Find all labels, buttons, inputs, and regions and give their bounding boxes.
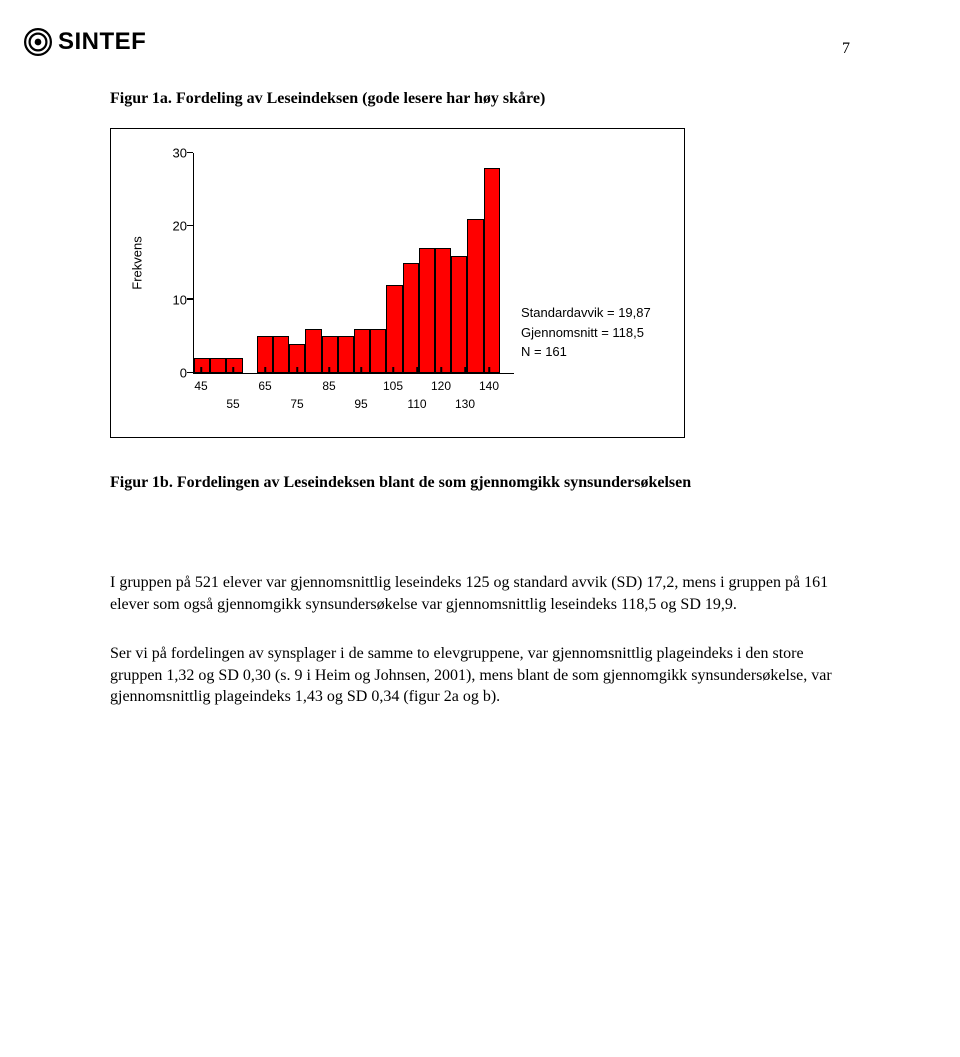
sintef-logo-icon: [24, 28, 52, 56]
stat-std: Standardavvik = 19,87: [521, 303, 651, 323]
histogram-bar: [354, 329, 370, 373]
histogram-bar: [338, 336, 354, 373]
histogram-bar: [403, 263, 419, 373]
body-paragraph-2: Ser vi på fordelingen av synsplager i de…: [110, 643, 850, 708]
stat-mean: Gjennomsnitt = 118,5: [521, 323, 651, 343]
histogram-bar: [210, 358, 226, 373]
body-paragraph-1: I gruppen på 521 elever var gjennomsnitt…: [110, 572, 850, 615]
histogram-bar: [451, 256, 467, 373]
figure-1b-caption: Figur 1b. Fordelingen av Leseindeksen bl…: [110, 474, 850, 492]
page-number: 7: [842, 40, 850, 58]
histogram-bar: [467, 219, 483, 373]
figure-1a-text: Fordeling av Leseindeksen (gode lesere h…: [176, 90, 545, 107]
x-tick-label: 95: [354, 397, 367, 411]
y-axis-ticks: 0 10 20 30: [123, 153, 193, 373]
x-tick-label: 120: [431, 379, 451, 393]
figure-1b-label: Figur 1b.: [110, 474, 173, 491]
stat-n: N = 161: [521, 342, 651, 362]
histogram-bar: [484, 168, 500, 373]
histogram-chart: Frekvens 0 10 20 30: [110, 128, 685, 438]
x-tick-label: 105: [383, 379, 403, 393]
histogram-bar: [386, 285, 402, 373]
y-tick-label: 0: [147, 366, 187, 381]
plot-area: [193, 153, 514, 374]
y-tick-label: 30: [147, 146, 187, 161]
histogram-bar: [226, 358, 242, 373]
x-tick-label: 45: [194, 379, 207, 393]
page: SINTEF 7 Figur 1a. Fordeling av Leseinde…: [0, 0, 960, 1057]
bars-container: [194, 153, 514, 373]
y-tick-label: 10: [147, 292, 187, 307]
histogram-bar: [194, 358, 210, 373]
x-tick-label: 65: [258, 379, 271, 393]
x-tick-label: 140: [479, 379, 499, 393]
y-tick-label: 20: [147, 219, 187, 234]
x-tick-label: 110: [407, 397, 426, 411]
x-tick-label: 75: [290, 397, 303, 411]
x-tick-label: 55: [226, 397, 239, 411]
histogram-bar: [419, 248, 435, 373]
figure-1b-text: Fordelingen av Leseindeksen blant de som…: [177, 474, 691, 491]
histogram-bar: [273, 336, 289, 373]
histogram-bar: [435, 248, 451, 373]
x-tick-marks: [193, 373, 513, 379]
x-tick-label: 85: [322, 379, 335, 393]
histogram-bar: [305, 329, 321, 373]
figure-1a-caption: Figur 1a. Fordeling av Leseindeksen (god…: [110, 90, 850, 108]
histogram-bar: [370, 329, 386, 373]
chart-stats: Standardavvik = 19,87 Gjennomsnitt = 118…: [521, 303, 651, 362]
figure-1a-label: Figur 1a.: [110, 90, 172, 107]
brand-logo: SINTEF: [24, 28, 146, 56]
brand-name: SINTEF: [58, 28, 146, 56]
x-tick-label: 130: [455, 397, 475, 411]
